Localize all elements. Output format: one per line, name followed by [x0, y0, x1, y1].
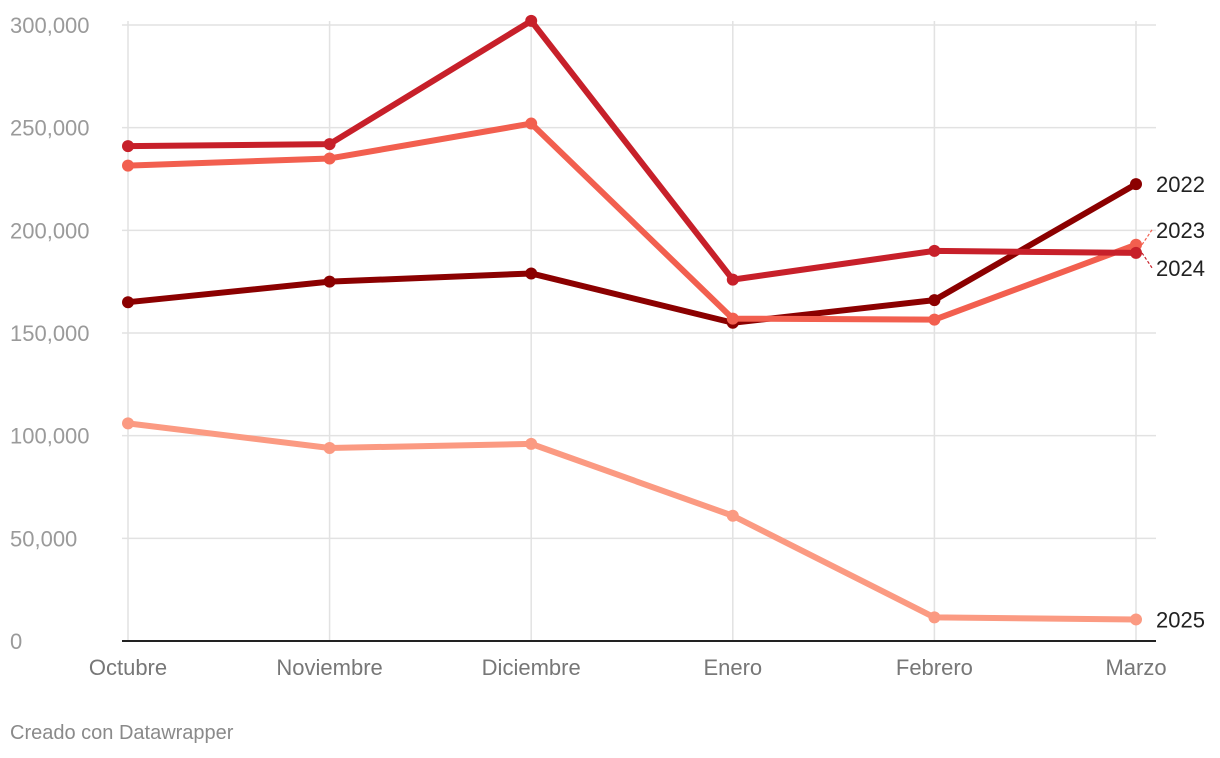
y-tick-label: 250,000: [10, 116, 90, 141]
series-label: 2025: [1156, 607, 1205, 632]
x-tick-label: Enero: [703, 655, 762, 680]
credit-text: Creado con Datawrapper: [10, 722, 233, 745]
label-leader-line: [1142, 253, 1152, 268]
data-point: [122, 417, 134, 429]
series-labels: 2022 2023 2024 2025: [1142, 172, 1205, 632]
series-label: 2023: [1156, 218, 1205, 243]
data-point: [324, 442, 336, 454]
series-lines: [122, 15, 1142, 626]
data-point: [525, 438, 537, 450]
y-axis: 0 50,000 100,000 150,000 200,000 250,000 300,0…: [10, 13, 90, 654]
x-tick-label: Marzo: [1105, 655, 1166, 680]
data-point: [324, 276, 336, 288]
series-label: 2022: [1156, 172, 1205, 197]
x-tick-label: Diciembre: [482, 655, 581, 680]
data-point: [122, 140, 134, 152]
label-leader-line: [1142, 230, 1152, 245]
data-point: [928, 314, 940, 326]
y-tick-label: 200,000: [10, 218, 90, 243]
grid-lines: [122, 21, 1156, 641]
data-point: [324, 152, 336, 164]
series-2024: [122, 15, 1142, 286]
y-tick-label: 100,000: [10, 424, 90, 449]
y-tick-label: 0: [10, 629, 22, 654]
data-point: [324, 138, 336, 150]
data-point: [727, 510, 739, 522]
y-tick-label: 50,000: [10, 526, 77, 551]
data-point: [525, 15, 537, 27]
data-point: [1130, 178, 1142, 190]
series-line: [128, 21, 1136, 280]
data-point: [727, 313, 739, 325]
series-label: 2024: [1156, 256, 1205, 281]
data-point: [122, 296, 134, 308]
y-tick-label: 150,000: [10, 321, 90, 346]
x-tick-label: Febrero: [896, 655, 973, 680]
x-axis: Octubre Noviembre Diciembre Enero Febrero Mar…: [89, 641, 1167, 680]
data-point: [122, 160, 134, 172]
data-point: [928, 245, 940, 257]
data-point: [928, 611, 940, 623]
series-2025: [122, 417, 1142, 625]
data-point: [727, 274, 739, 286]
x-tick-label: Noviembre: [276, 655, 382, 680]
x-tick-label: Octubre: [89, 655, 167, 680]
data-point: [1130, 613, 1142, 625]
data-point: [525, 267, 537, 279]
series-line: [128, 423, 1136, 619]
y-tick-label: 300,000: [10, 13, 90, 38]
data-point: [928, 294, 940, 306]
data-point: [1130, 247, 1142, 259]
data-point: [525, 118, 537, 130]
